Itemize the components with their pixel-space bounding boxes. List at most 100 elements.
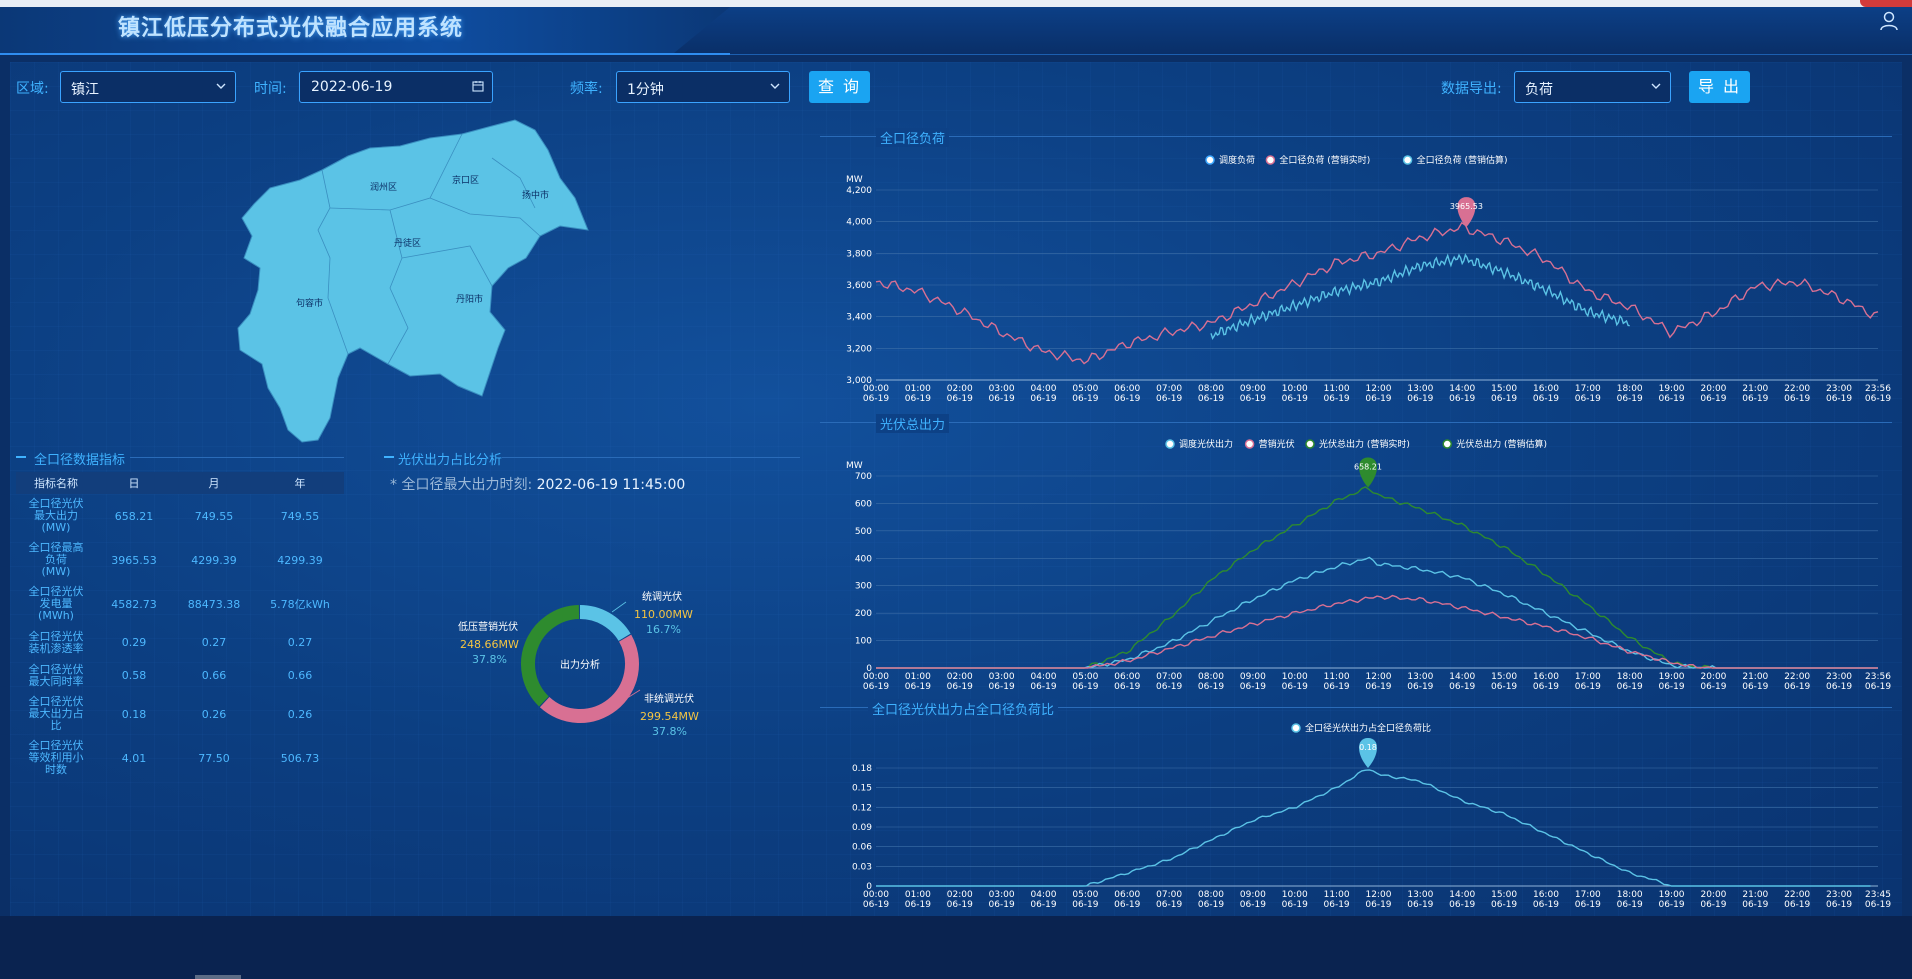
metric-year-value: 506.73	[280, 751, 320, 765]
calendar-icon	[472, 81, 484, 92]
date-picker[interactable]: 2022-06-19	[299, 71, 493, 103]
slice-name: 统调光伏	[642, 590, 682, 603]
metric-day-value: 658.21	[114, 509, 154, 523]
region-select[interactable]: 镇江	[60, 71, 236, 103]
legend-marker[interactable]	[1402, 155, 1413, 165]
metric-name-line: 全口径光伏	[28, 695, 84, 708]
series-line[interactable]	[876, 556, 1878, 669]
x-tick-sublabel: 06-19	[1617, 900, 1643, 910]
x-tick-label: 18:00	[1617, 384, 1643, 394]
user-icon[interactable]	[1878, 10, 1900, 32]
column-header: 年	[256, 472, 344, 494]
legend-marker[interactable]	[1442, 439, 1452, 449]
query-button[interactable]: 查 询	[809, 71, 870, 103]
x-tick-label: 19:00	[1659, 384, 1685, 394]
legend-label[interactable]: 全口径负荷 (营销实时)	[1279, 154, 1370, 166]
peak-marker[interactable]: 658.21	[1354, 457, 1382, 488]
x-tick-label: 14:00	[1449, 384, 1475, 394]
y-axis-label: MW	[846, 175, 863, 185]
legend-label[interactable]: 全口径光伏出力占全口径负荷比	[1305, 722, 1431, 734]
window-corner-tab[interactable]	[1860, 0, 1912, 7]
x-tick-sublabel: 06-19	[1617, 394, 1643, 404]
frequency-select[interactable]: 1分钟	[616, 71, 790, 103]
legend-label[interactable]: 调度光伏出力	[1179, 438, 1233, 450]
metric-name: 全口径光伏 装机渗透率	[16, 626, 96, 659]
export-button[interactable]: 导 出	[1689, 71, 1750, 103]
donut-slice[interactable]	[521, 605, 580, 707]
x-tick-sublabel: 06-19	[1658, 682, 1684, 692]
series-line[interactable]	[876, 769, 1871, 887]
x-tick-label: 23:56	[1865, 384, 1891, 394]
legend-marker[interactable]	[1291, 723, 1301, 733]
x-tick-sublabel: 06-19	[1826, 900, 1852, 910]
x-tick-sublabel: 06-19	[1533, 682, 1559, 692]
metric-name-line: 全口径光伏	[28, 739, 84, 752]
x-tick-sublabel: 06-19	[1114, 394, 1140, 404]
chart-legend: 全口径光伏出力占全口径负荷比	[1291, 722, 1431, 734]
legend-marker[interactable]	[1305, 439, 1315, 449]
x-tick-label: 13:00	[1407, 384, 1433, 394]
chevron-down-icon	[770, 83, 780, 89]
x-tick-label: 17:00	[1575, 384, 1601, 394]
x-tick-sublabel: 06-19	[863, 682, 889, 692]
donut-slice[interactable]	[539, 634, 639, 723]
map-outline[interactable]	[237, 119, 589, 443]
peak-label: 3965.53	[1450, 202, 1483, 211]
series-line[interactable]	[1210, 253, 1630, 341]
metric-day-value: 4.01	[121, 751, 147, 765]
metric-name-line: (MWh)	[38, 609, 74, 622]
column-header: 指标名称	[16, 472, 96, 494]
x-tick-label: 07:00	[1156, 384, 1182, 394]
legend-label[interactable]: 调度负荷	[1219, 154, 1255, 166]
x-tick-sublabel: 06-19	[947, 900, 973, 910]
chart-legend: 调度负荷 全口径负荷 (营销实时) 全口径负荷 (营销估算)	[1205, 154, 1508, 166]
legend-label[interactable]: 光伏总出力 (营销实时)	[1319, 438, 1410, 450]
x-tick-sublabel: 06-19	[1742, 682, 1768, 692]
title-plate	[0, 7, 730, 55]
metric-day-value: 4582.73	[111, 597, 157, 611]
legend-marker[interactable]	[1205, 155, 1215, 165]
legend-marker[interactable]	[1265, 155, 1276, 165]
legend-label[interactable]: 营销光伏	[1259, 438, 1295, 450]
metrics-table: 指标名称 日 月 年 全口径光伏 最大出力 (MW) 658.21 749.55 749.…	[16, 472, 344, 780]
peak-marker[interactable]: 3965.53	[1450, 197, 1483, 228]
y-tick-label: 3,400	[846, 313, 872, 323]
district-label: 丹阳市	[456, 293, 483, 305]
pv-output-chart: 调度光伏出力 营销光伏 光伏总出力 (营销实时) 光伏总出力 (营销估算) MW 0 100…	[846, 438, 1891, 692]
table-row: 全口径光伏 发电量 (MWh) 4582.73 88473.38 5.78亿kWh	[16, 582, 344, 626]
legend-marker[interactable]	[1244, 439, 1255, 449]
legend-label[interactable]: 光伏总出力 (营销估算)	[1456, 438, 1547, 450]
series-line[interactable]	[876, 594, 1878, 669]
metric-month-value: 4299.39	[191, 553, 237, 567]
x-tick-sublabel: 06-19	[1156, 900, 1182, 910]
x-tick-label: 09:00	[1240, 672, 1266, 682]
region-label: 区域:	[16, 81, 49, 97]
table-row: 全口径光伏 等效利用小 时数 4.01 77.50 506.73	[16, 736, 344, 780]
x-tick-sublabel: 06-19	[905, 682, 931, 692]
legend-label[interactable]: 全口径负荷 (营销估算)	[1417, 154, 1508, 166]
x-tick-label: 14:00	[1449, 672, 1475, 682]
y-tick-label: 4,200	[846, 186, 872, 196]
series-line[interactable]	[875, 221, 1879, 365]
date-picker-value: 2022-06-19	[311, 79, 393, 95]
x-tick-sublabel: 06-19	[1533, 900, 1559, 910]
y-tick-label: 0.03	[852, 862, 872, 872]
x-tick-label: 22:00	[1784, 890, 1810, 900]
export-type-select[interactable]: 负荷	[1514, 71, 1671, 103]
date-label: 时间:	[254, 81, 287, 97]
x-tick-label: 18:00	[1617, 672, 1643, 682]
donut-slice[interactable]	[579, 605, 631, 642]
legend-marker[interactable]	[1165, 439, 1175, 449]
slice-value: 248.66MW	[460, 638, 519, 651]
x-tick-sublabel: 06-19	[863, 900, 889, 910]
pv-ratio-chart: 全口径光伏出力占全口径负荷比 0 0.03 0.06 0.09 0.12 0.15 0.18 0…	[852, 722, 1891, 910]
metric-name-line: (MW)	[41, 565, 71, 578]
y-tick-label: 3,800	[846, 249, 872, 259]
y-tick-label: 0	[866, 882, 872, 892]
metric-name-line: 等效利用小	[28, 751, 84, 764]
x-tick-sublabel: 06-19	[1865, 682, 1891, 692]
peak-marker[interactable]: 0.18	[1358, 738, 1377, 768]
x-tick-sublabel: 06-19	[1365, 682, 1391, 692]
x-tick-label: 00:00	[863, 890, 889, 900]
scroll-indicator[interactable]	[195, 975, 241, 979]
